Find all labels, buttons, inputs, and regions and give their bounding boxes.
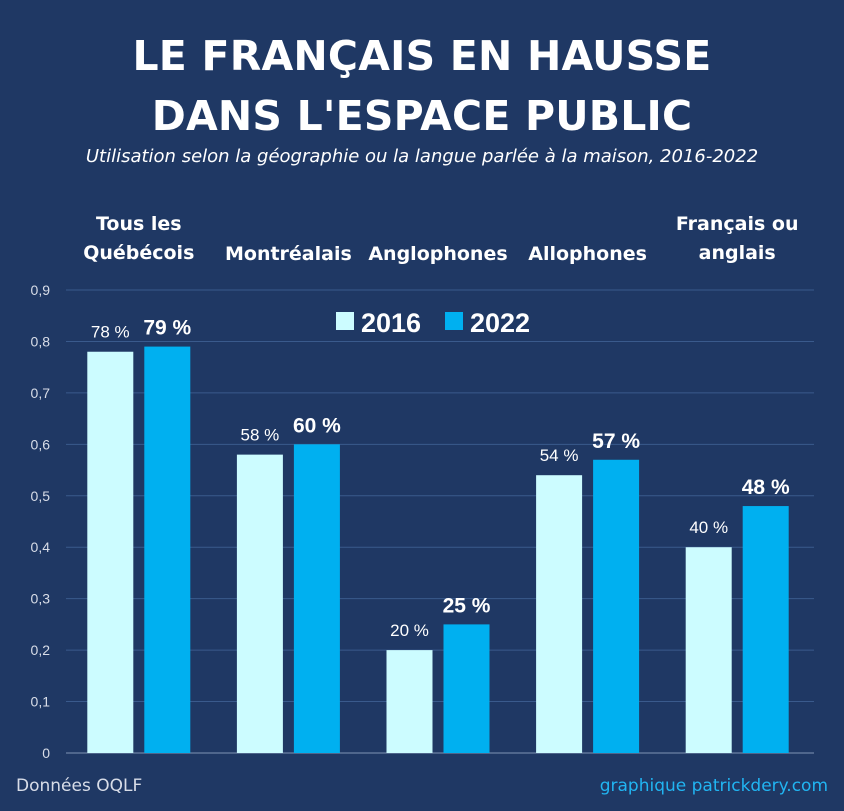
bar-2022 <box>742 506 789 753</box>
y-tick-label: 0 <box>42 745 50 761</box>
category-label-line: Français ou <box>675 213 799 235</box>
category-label-line: anglais <box>698 242 776 264</box>
category-label-line: Allophones <box>528 243 647 265</box>
y-tick-label: 0,5 <box>31 488 51 504</box>
data-label-2016: 20 % <box>390 621 429 640</box>
data-label-2022: 25 % <box>443 594 491 617</box>
y-tick-label: 0,2 <box>31 642 51 658</box>
bar-2016 <box>386 650 433 753</box>
bar-2016 <box>536 475 583 753</box>
data-label-2022: 79 % <box>143 317 191 340</box>
legend-swatch-2016 <box>336 312 354 330</box>
category-label: Tous les Québécois <box>64 210 214 268</box>
legend-swatch-2022 <box>445 312 463 330</box>
bar-2016 <box>236 454 283 753</box>
bar-2022 <box>443 624 490 753</box>
credit-note: graphique patrickdery.com <box>599 776 828 796</box>
category-label: Français ou anglais <box>662 210 812 268</box>
y-tick-label: 0,1 <box>31 694 51 710</box>
y-tick-label: 0,3 <box>31 591 51 607</box>
bar-2016 <box>87 351 134 753</box>
legend-label-2016: 2016 <box>361 308 421 338</box>
category-label: Montréalais <box>213 240 363 269</box>
bar-2016 <box>685 547 732 753</box>
bar-2022 <box>144 346 191 753</box>
bar-2022 <box>593 459 640 753</box>
data-label-2016: 40 % <box>689 518 728 537</box>
chart-subtitle: Utilisation selon la géographie ou la la… <box>85 146 759 167</box>
category-label-line: Montréalais <box>224 243 352 265</box>
data-label-2016: 78 % <box>91 323 130 342</box>
category-label: Allophones <box>513 240 663 269</box>
category-label-line: Tous les <box>95 213 182 235</box>
y-tick-label: 0,9 <box>31 282 51 298</box>
y-tick-label: 0,7 <box>31 385 51 401</box>
data-label-2016: 58 % <box>241 426 280 445</box>
bar-2022 <box>293 444 340 753</box>
chart-title-line1: LE FRANÇAIS EN HAUSSE <box>132 32 712 80</box>
y-tick-label: 0,8 <box>31 333 51 349</box>
category-label-line: Anglophones <box>368 243 508 265</box>
data-label-2022: 48 % <box>742 476 790 499</box>
category-label-line: Québécois <box>83 242 195 264</box>
source-note: Données OQLF <box>16 776 143 796</box>
data-label-2016: 54 % <box>540 446 579 465</box>
legend-label-2022: 2022 <box>470 308 530 338</box>
y-tick-label: 0,6 <box>31 436 51 452</box>
y-tick-label: 0,4 <box>31 539 51 555</box>
chart-title-line2: DANS L'ESPACE PUBLIC <box>151 92 693 140</box>
category-label: Anglophones <box>363 240 513 269</box>
data-label-2022: 60 % <box>293 414 341 437</box>
data-label-2022: 57 % <box>592 430 640 453</box>
